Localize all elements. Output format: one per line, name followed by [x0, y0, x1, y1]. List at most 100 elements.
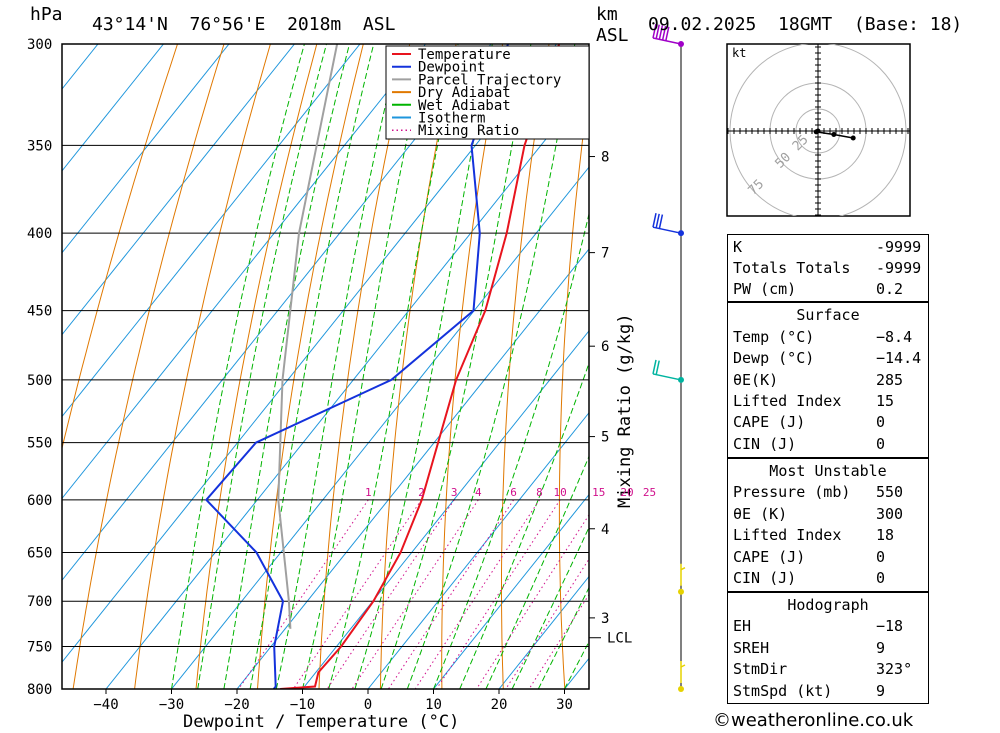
sreh-label: SREH [733, 639, 770, 657]
datetime-title: 09.02.2025 18GMT (Base: 18) [648, 14, 962, 35]
mu-li-label: Lifted Index [733, 526, 842, 544]
isotherm-line [302, 330, 589, 689]
legend-label: Mixing Ratio [418, 123, 519, 139]
dry-adiabat-line [195, 44, 318, 689]
pw-label: PW (cm) [733, 280, 797, 298]
most-unstable-header: Most Unstable [769, 462, 887, 480]
hodograph-unit: kt [732, 46, 746, 60]
km-tick-label: 5 [601, 430, 609, 446]
wind-barb [680, 661, 686, 683]
dry-adiabat-line [318, 44, 411, 689]
dry-adiabat-line [134, 44, 271, 689]
wet-adiabat-line [171, 44, 305, 689]
pressure-tick-label: 450 [27, 304, 52, 320]
isotherm-line [62, 44, 557, 663]
wet-adiabat-line [302, 44, 428, 689]
dry-adiabat-line [62, 44, 179, 451]
mixing-ratio-label: 1 [365, 486, 372, 499]
wind-barb-dot [678, 588, 684, 595]
mixing-ratio-label: 2 [418, 486, 425, 499]
stmdir-value: 323° [876, 660, 913, 678]
totals-totals-value: -9999 [876, 259, 922, 277]
legend-label: Parcel Trajectory [418, 72, 561, 88]
unit-asl-label: ASL [596, 25, 629, 46]
mu-cape-value: 0 [876, 548, 886, 566]
lcl-label: LCL [607, 631, 632, 647]
isotherm-line [367, 411, 589, 689]
mu-thetae-label: θE (K) [733, 505, 788, 523]
isotherm-line [62, 44, 164, 172]
surface-cape-value: 0 [876, 413, 886, 431]
dry-adiabat-line [967, 22, 1000, 689]
temperature-line [280, 44, 561, 689]
eh-value: −18 [876, 617, 904, 635]
hodograph-point [850, 135, 856, 141]
totals-totals-label: Totals Totals [733, 259, 851, 277]
mixing-ratio-line [436, 499, 561, 689]
mu-li-value: 18 [876, 526, 895, 544]
wet-adiabat-line [223, 44, 350, 689]
legend-label: Temperature [418, 47, 511, 63]
surface-cin-value: 0 [876, 435, 886, 453]
pressure-tick-label: 500 [27, 373, 52, 389]
mixing-ratio-label: 15 [592, 486, 605, 499]
x-tick-label: −40 [93, 697, 118, 713]
hodograph-header: Hodograph [787, 596, 869, 614]
eh-label: EH [733, 617, 752, 635]
pressure-tick-label: 700 [27, 594, 52, 610]
surface-table: Surface Temp (°C) −8.4 Dewp (°C) −14.4 θE(… [727, 302, 929, 458]
wet-adiabat-line [275, 44, 400, 689]
wet-adiabat-line [485, 455, 589, 689]
x-tick-label: 0 [364, 697, 372, 713]
mixing-ratio-label: 25 [643, 486, 656, 499]
legend-label: Isotherm [418, 111, 485, 127]
pressure-tick-label: 300 [27, 37, 52, 53]
isotherm-line [62, 44, 426, 500]
km-tick-label: 7 [601, 246, 609, 262]
pressure-tick-label: 600 [27, 493, 52, 509]
isotherm-line [433, 493, 589, 689]
mixing-ratio-label: 10 [553, 486, 566, 499]
mixing-ratio-label: 4 [475, 486, 482, 499]
mu-cape-label: CAPE (J) [733, 548, 806, 566]
parcel-trajectory-line [277, 44, 339, 629]
wind-barb [652, 23, 682, 45]
x-tick-label: 30 [556, 697, 573, 713]
legend-label: Wet Adiabat [418, 98, 511, 114]
pressure-tick-label: 750 [27, 640, 52, 656]
mu-cin-value: 0 [876, 569, 886, 587]
pressure-tick-label: 350 [27, 138, 52, 154]
legend-label: Dry Adiabat [418, 85, 511, 101]
mu-pressure-value: 550 [876, 483, 904, 501]
isotherm-line [171, 166, 589, 689]
mu-pressure-label: Pressure (mb) [733, 483, 851, 501]
wind-barb-dot [678, 686, 684, 692]
mixing-ratio-line [351, 499, 479, 689]
mu-thetae-value: 300 [876, 505, 904, 523]
mixing-ratio-label: 6 [510, 486, 517, 499]
surface-temp-label: Temp (°C) [733, 328, 815, 346]
dry-adiabat-line [257, 44, 364, 689]
location-title: 43°14'N 76°56'E 2018m ASL [92, 14, 396, 35]
mixing-ratio-line [414, 499, 540, 689]
pressure-tick-label: 400 [27, 226, 52, 242]
km-tick-label: 8 [601, 150, 609, 166]
wet-adiabat-line [249, 44, 375, 689]
wind-barb [652, 213, 682, 234]
unit-km-label: km [596, 4, 618, 25]
sreh-value: 9 [876, 639, 886, 657]
x-tick-label: −20 [224, 697, 249, 713]
dry-adiabat-line [441, 44, 504, 689]
dewpoint-line [204, 44, 509, 689]
most-unstable-table: Most Unstable Pressure (mb) 550 θE (K) 300… [727, 458, 929, 592]
mixing-ratio-line [238, 499, 369, 689]
dry-adiabat-line [501, 44, 550, 689]
x-tick-label: −30 [159, 697, 184, 713]
plot-frame [61, 43, 590, 690]
k-index-value: -9999 [876, 238, 922, 256]
pressure-tick-label: 800 [27, 682, 52, 698]
pressure-tick-label: 550 [27, 436, 52, 452]
dry-adiabat-line [558, 85, 589, 689]
